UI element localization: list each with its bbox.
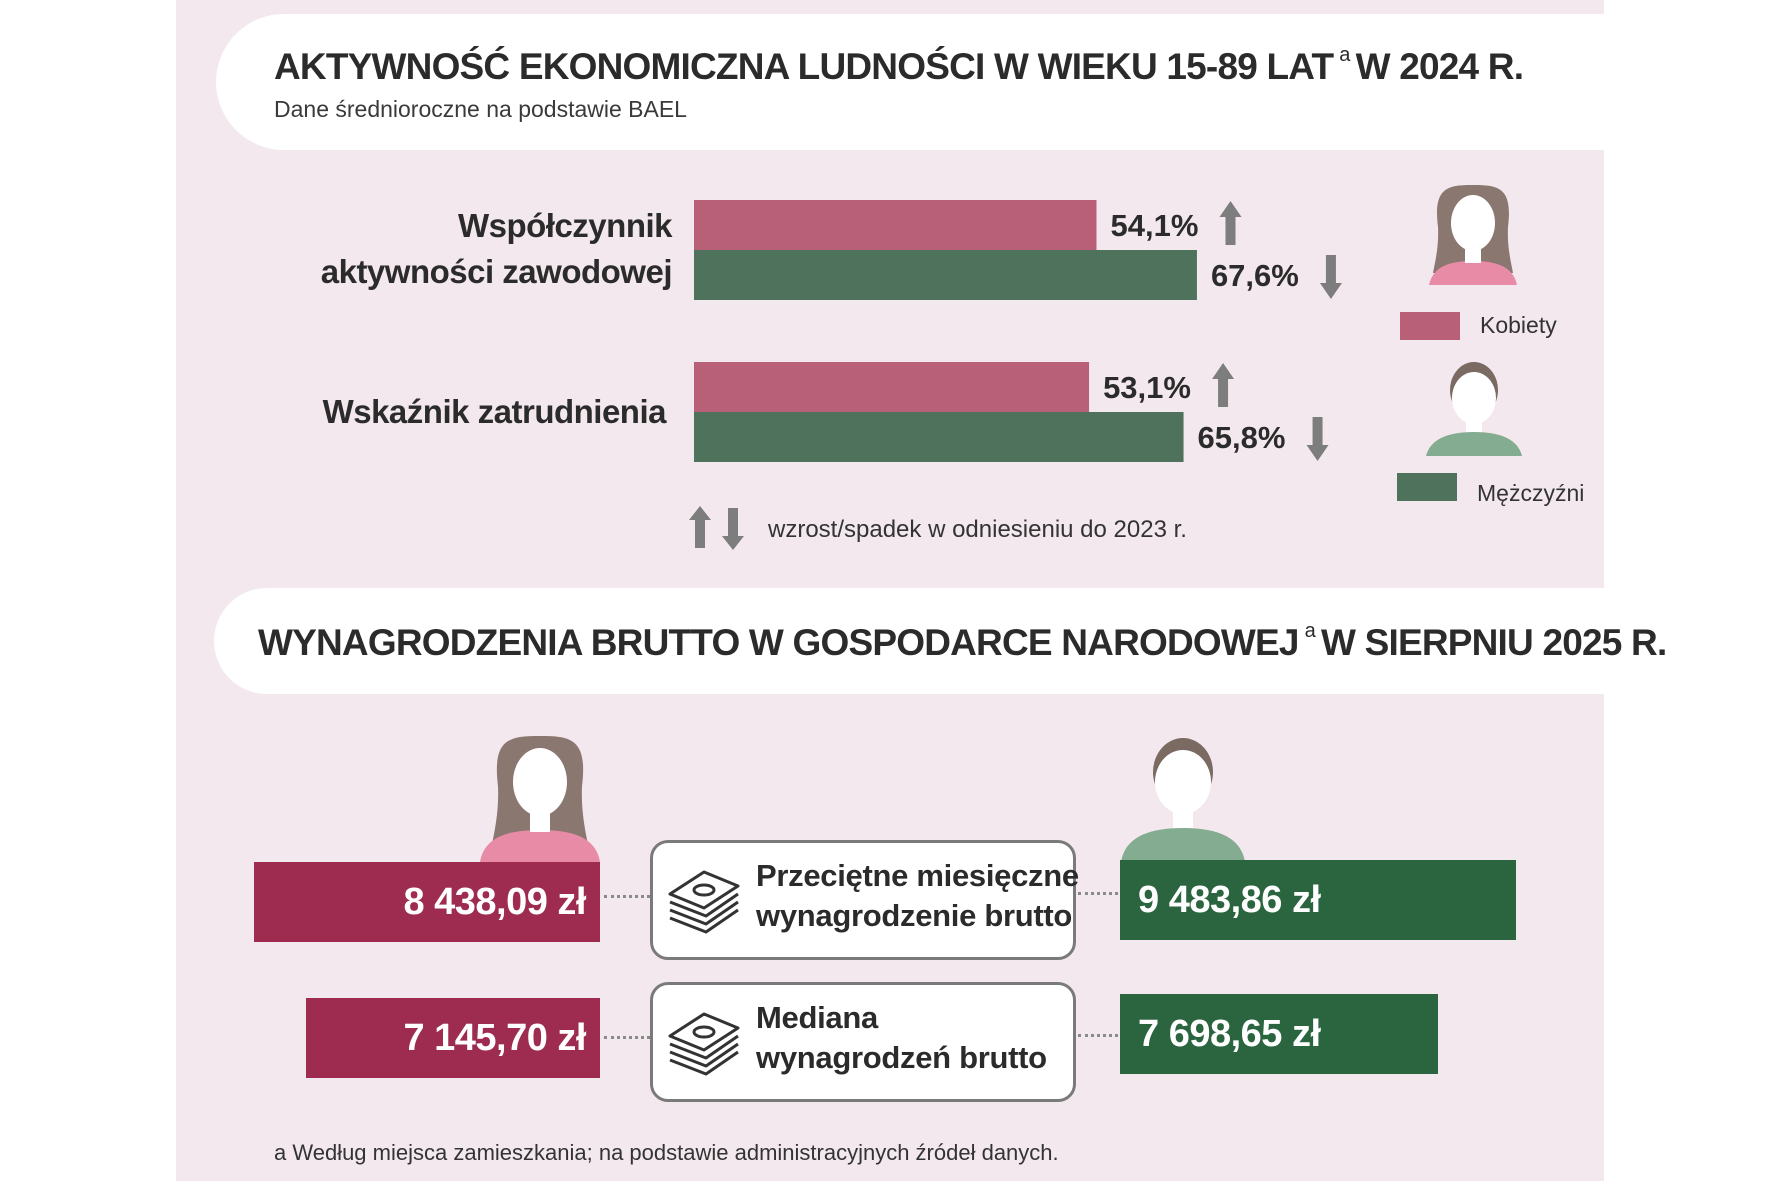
average-wage-label-line: Przeciętne miesięczne: [756, 858, 1079, 893]
data-label: 67,6%: [1211, 258, 1299, 293]
section1-header: [216, 14, 1604, 150]
trend-note: wzrost/spadek w odniesieniu do 2023 r.: [768, 516, 1187, 543]
median-wage-label-box: [650, 982, 1076, 1102]
men-median-wage-box: 7 698,65 zł: [1120, 994, 1438, 1074]
section2-title-date: W SIERPNIU 2025 R.: [1321, 622, 1667, 663]
data-label: 53,1%: [1103, 370, 1191, 405]
section2-title-footnote-mark: a: [1304, 620, 1316, 642]
bar-women-activity-rate: [694, 200, 1097, 250]
money-stack-icon: [668, 1012, 740, 1076]
men-average-wage-value: 9 483,86 zł: [1138, 878, 1321, 921]
legend-swatch-women: [1400, 312, 1460, 340]
man-icon: [1426, 362, 1522, 456]
women-median-wage-value: 7 145,70 zł: [403, 1016, 586, 1059]
section1-title-footnote-mark: a: [1339, 44, 1350, 66]
median-wage-label-line: Mediana: [756, 1000, 878, 1035]
note-up-arrow-icon: [689, 506, 711, 548]
connector-dots: [604, 895, 650, 898]
men-average-wage-box: 9 483,86 zł: [1120, 860, 1516, 940]
up-arrow-icon: [1219, 201, 1242, 245]
bar-men-employment-rate: [694, 412, 1184, 462]
down-arrow-icon: [1319, 255, 1342, 299]
section1-title-main: AKTYWNOŚĆ EKONOMICZNA LUDNOŚCI W WIEKU 1…: [274, 46, 1334, 87]
bar-men-activity-rate: [694, 250, 1197, 300]
legend-swatch-men: [1397, 473, 1457, 501]
data-label: 65,8%: [1198, 420, 1286, 455]
women-average-wage-box: 8 438,09 zł: [254, 862, 600, 942]
up-arrow-icon: [1212, 363, 1235, 407]
bar-women-employment-rate: [694, 362, 1090, 412]
connector-dots: [604, 1036, 650, 1039]
legend-label-men: Mężczyźni: [1477, 480, 1585, 506]
down-arrow-icon: [1306, 417, 1329, 461]
average-wage-label-box: [650, 840, 1076, 960]
average-wage-label-line: wynagrodzenie brutto: [756, 898, 1073, 933]
category-label-line: Współczynnik: [457, 207, 673, 244]
section2-title-main: WYNAGRODZENIA BRUTTO W GOSPODARCE NARODO…: [258, 622, 1299, 663]
section1-title: AKTYWNOŚĆ EKONOMICZNA LUDNOŚCI W WIEKU 1…: [274, 44, 1524, 88]
section2-title: WYNAGRODZENIA BRUTTO W GOSPODARCE NARODO…: [258, 620, 1667, 664]
median-wage-label: Mediana wynagrodzeń brutto: [756, 998, 1047, 1078]
category-label-activity-rate: Współczynnik aktywności zawodowej: [300, 203, 673, 295]
connector-dots: [1078, 892, 1118, 895]
note-down-arrow-icon: [722, 508, 744, 550]
man-icon: [1121, 738, 1245, 862]
median-wage-label-line: wynagrodzeń brutto: [756, 1040, 1047, 1075]
section1-title-year: W 2024 R.: [1355, 46, 1524, 87]
women-median-wage-box: 7 145,70 zł: [306, 998, 600, 1078]
category-label-line: Wskaźnik zatrudnienia: [322, 393, 667, 430]
category-label-line: aktywności zawodowej: [320, 253, 673, 290]
women-average-wage-value: 8 438,09 zł: [403, 880, 586, 923]
woman-icon: [480, 736, 600, 862]
section1-subtitle: Dane średnioroczne na podstawie BAEL: [274, 96, 687, 122]
section2-header: [214, 588, 1604, 694]
men-median-wage-value: 7 698,65 zł: [1138, 1012, 1321, 1055]
average-wage-label: Przeciętne miesięczne wynagrodzenie brut…: [756, 856, 1079, 936]
category-label-employment-rate: Wskaźnik zatrudnienia: [290, 389, 667, 435]
connector-dots: [1078, 1034, 1118, 1037]
legend-label-women: Kobiety: [1480, 312, 1557, 338]
money-stack-icon: [668, 870, 740, 934]
woman-icon: [1429, 185, 1517, 285]
data-label: 54,1%: [1111, 208, 1199, 243]
footnote: a Według miejsca zamieszkania; na podsta…: [274, 1140, 1059, 1165]
